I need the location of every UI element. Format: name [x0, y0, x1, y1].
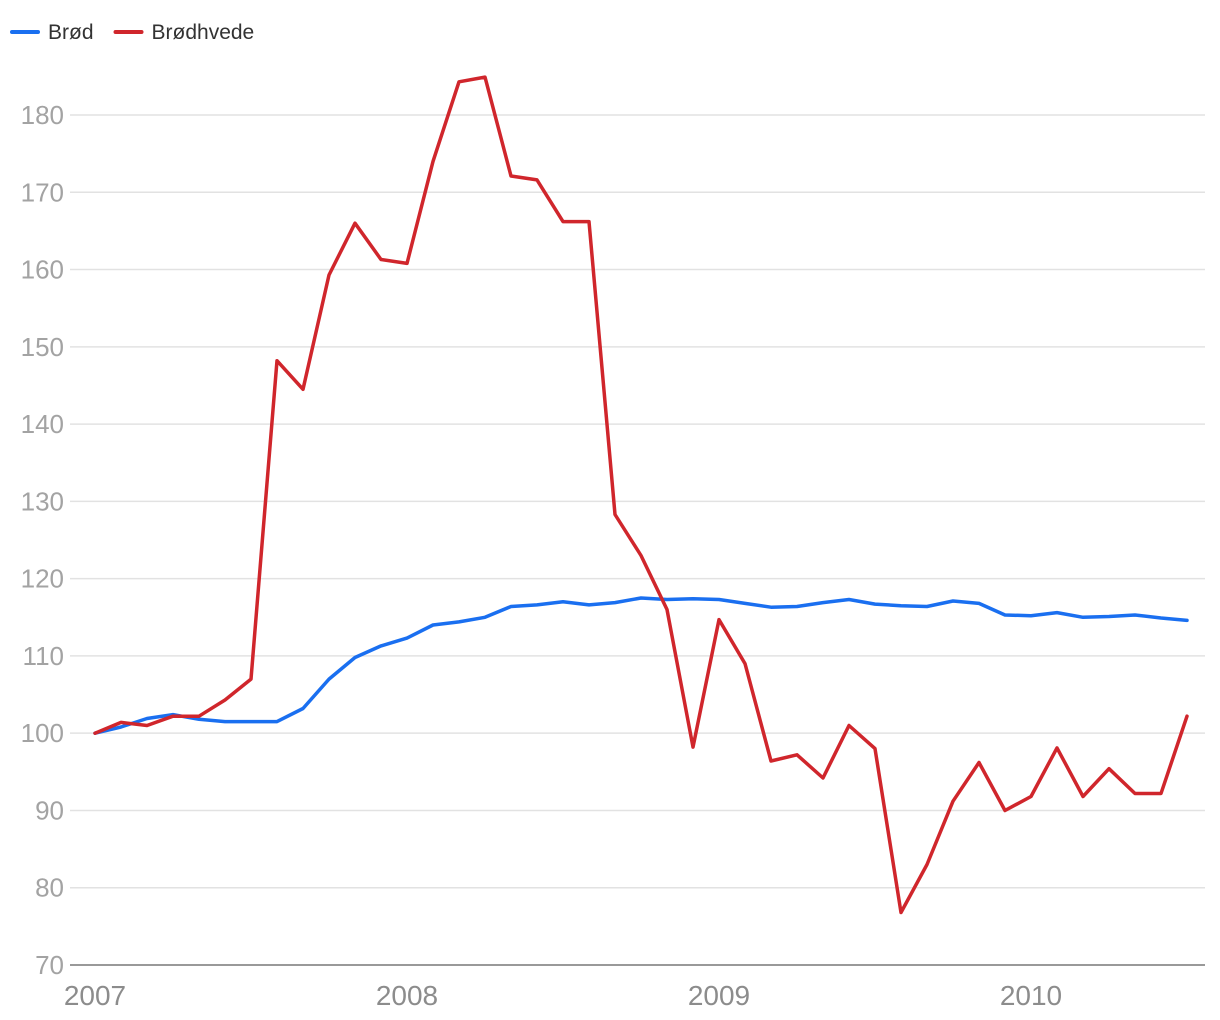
y-tick-label: 110 — [23, 641, 64, 671]
series-lines — [93, 75, 1189, 915]
y-tick-label: 150 — [21, 332, 64, 362]
gridlines — [70, 114, 1205, 889]
series-line-brodhvede — [93, 75, 1189, 915]
y-tick-label: 170 — [21, 177, 64, 207]
y-tick-label: 90 — [35, 795, 64, 825]
y-axis-ticks: 70 80 90 100 110 120 130 140 150 160 170 180 — [21, 100, 64, 980]
x-axis-ticks: 2007 2008 2009 2010 — [64, 980, 1062, 1011]
series-line-brod — [93, 596, 1189, 735]
y-tick-label: 140 — [21, 409, 64, 439]
x-tick-label: 2008 — [376, 980, 438, 1011]
y-tick-label: 120 — [21, 564, 64, 594]
legend-label-brodhvede: Brødhvede — [152, 21, 255, 44]
y-tick-label: 180 — [21, 100, 64, 130]
legend-label-brod: Brød — [48, 21, 94, 44]
y-tick-label: 70 — [35, 950, 64, 980]
x-tick-label: 2009 — [688, 980, 750, 1011]
x-tick-label: 2010 — [1000, 980, 1062, 1011]
y-tick-label: 80 — [35, 873, 64, 903]
y-tick-label: 160 — [21, 255, 64, 285]
y-tick-label: 100 — [21, 718, 64, 748]
x-tick-label: 2007 — [64, 980, 126, 1011]
legend: Brød Brødhvede — [10, 21, 255, 44]
y-tick-label: 130 — [21, 486, 64, 516]
